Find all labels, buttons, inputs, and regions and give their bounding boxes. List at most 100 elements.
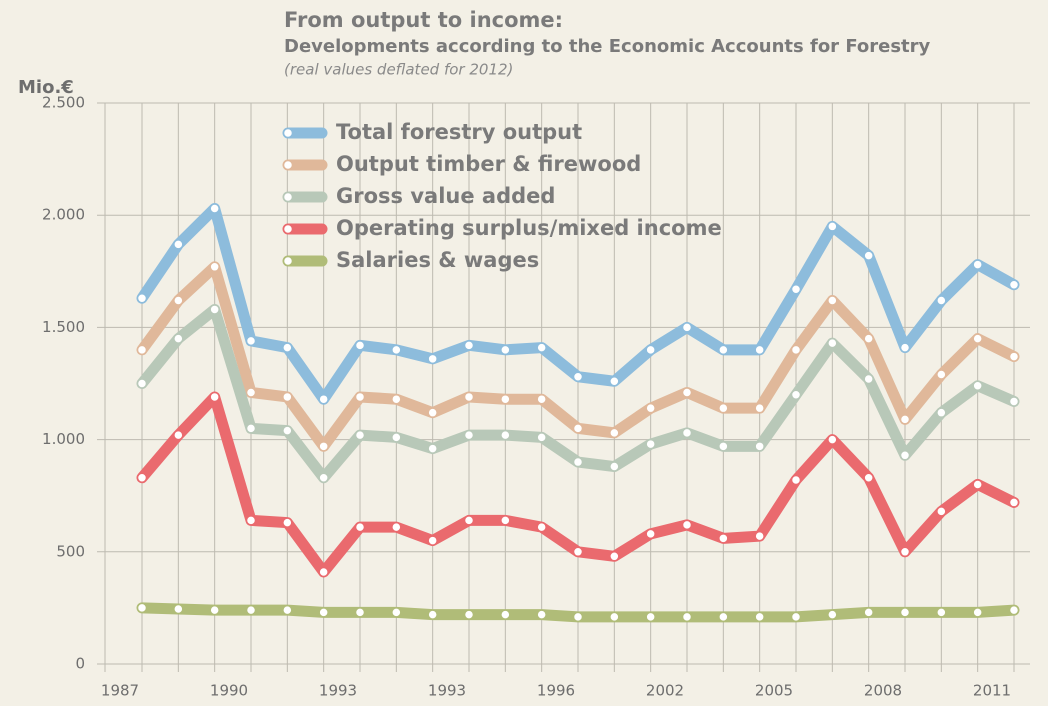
data-point [318, 393, 329, 405]
data-point [427, 353, 438, 365]
data-point [754, 402, 765, 414]
data-point [391, 607, 402, 618]
data-point [609, 611, 620, 623]
data-point [245, 387, 257, 398]
legend-marker [282, 191, 294, 203]
data-point [463, 515, 475, 526]
data-point [718, 402, 729, 414]
x-tick-label: 1996 [537, 682, 575, 700]
y-tick-label: 0 [75, 655, 85, 673]
data-point [827, 609, 838, 620]
data-point [790, 389, 802, 400]
x-tick-label: 2005 [755, 682, 793, 700]
data-point [173, 603, 184, 615]
data-point [790, 284, 802, 295]
data-point [318, 566, 329, 578]
x-tick-label: 2002 [646, 682, 684, 700]
chart-title: From output to income: [284, 8, 563, 32]
data-point [645, 402, 656, 414]
data-point [936, 407, 947, 418]
data-point [754, 441, 765, 452]
chart-subtitle: Developments according to the Economic A… [284, 36, 931, 57]
data-point [863, 472, 874, 483]
data-point [572, 546, 584, 558]
data-point [790, 344, 802, 356]
chart-note: (real values deflated for 2012) [284, 61, 513, 79]
data-point [936, 295, 947, 306]
data-point [245, 423, 257, 434]
data-point [1008, 396, 1020, 407]
data-point [1008, 279, 1020, 291]
legend-marker [282, 255, 294, 267]
data-point [427, 407, 438, 418]
data-point [972, 333, 983, 344]
legend-label: Salaries & wages [336, 248, 539, 272]
data-point [245, 604, 257, 616]
data-point [318, 472, 329, 483]
data-point [173, 295, 184, 306]
data-point [282, 604, 293, 616]
data-point [391, 393, 402, 405]
data-point [863, 607, 874, 618]
legend-label: Gross value added [336, 184, 555, 208]
data-point [136, 378, 148, 389]
data-point [572, 423, 584, 434]
data-point [245, 515, 257, 526]
data-point [500, 344, 511, 356]
data-point [136, 344, 148, 356]
data-point [136, 292, 148, 304]
legend-marker [282, 127, 294, 139]
y-tick-label: 2.000 [42, 206, 85, 224]
data-point [209, 604, 220, 616]
data-point [572, 611, 584, 623]
data-point [209, 261, 220, 273]
data-point [645, 528, 656, 540]
data-point [609, 427, 620, 439]
data-point [681, 387, 693, 398]
data-point [645, 344, 656, 356]
y-tick-label: 1.000 [42, 430, 85, 448]
data-point [354, 391, 366, 403]
data-point [899, 546, 911, 558]
data-point [609, 551, 620, 562]
data-point [899, 342, 911, 353]
data-point [827, 295, 838, 306]
data-point [354, 521, 366, 533]
data-point [463, 391, 475, 403]
data-point [463, 340, 475, 351]
data-point [1008, 604, 1020, 616]
data-point [572, 371, 584, 383]
data-point [391, 344, 402, 356]
legend-label: Total forestry output [336, 120, 582, 144]
data-point [391, 432, 402, 443]
data-point [936, 607, 947, 618]
data-point [500, 393, 511, 405]
data-point [282, 391, 293, 403]
data-point [354, 607, 366, 618]
legend-marker [282, 159, 294, 171]
data-point [1008, 497, 1020, 508]
data-point [245, 335, 257, 347]
data-point [209, 203, 220, 214]
legend-label: Output timber & firewood [336, 152, 641, 176]
data-point [500, 609, 511, 620]
data-point [863, 373, 874, 385]
data-point [718, 344, 729, 356]
data-point [936, 506, 947, 517]
data-point [645, 611, 656, 623]
x-tick-label: 1993 [319, 682, 357, 700]
legend-label: Operating surplus/mixed income [336, 216, 722, 240]
data-point [572, 456, 584, 468]
data-point [1008, 351, 1020, 362]
data-point [354, 429, 366, 441]
data-point [500, 429, 511, 441]
data-point [681, 519, 693, 531]
data-point [536, 609, 547, 620]
data-point [609, 376, 620, 387]
data-point [863, 250, 874, 261]
data-point [500, 515, 511, 526]
data-point [209, 391, 220, 403]
data-point [972, 479, 983, 490]
data-point [209, 304, 220, 315]
x-tick-label: 2011 [973, 682, 1011, 700]
